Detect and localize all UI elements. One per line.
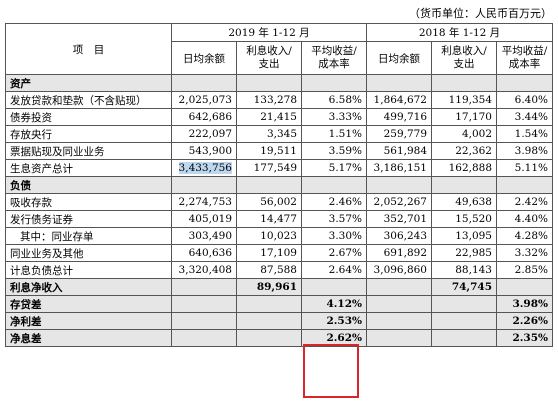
spread-row: 净利差 2.53% 2.26% <box>5 312 553 330</box>
table-row: 票据贴现及同业业务 543,900 19,511 3.59% 561,984 2… <box>5 142 553 160</box>
table-row: 其中：同业存单 303,490 10,023 3.30% 306,243 13,… <box>5 227 553 245</box>
section-assets-label: 资产 <box>5 74 172 92</box>
table-row: 债券投资 642,686 21,415 3.33% 499,716 17,170… <box>5 108 553 126</box>
row-label: 发行债务证券 <box>5 210 172 228</box>
spread-row: 存贷差 4.12% 3.98% <box>5 295 553 313</box>
net-interest-income-row: 利息净收入 89,961 74,745 <box>5 278 553 296</box>
table-row: 同业业务及其他 640,636 17,109 2.67% 691,892 22,… <box>5 244 553 262</box>
row-label: 净息差 <box>5 329 172 347</box>
selected-text[interactable]: 3,433,756 <box>178 162 232 174</box>
col-interest-2018: 利息收入/支出 <box>431 41 497 75</box>
section-liabilities-label: 负债 <box>5 176 172 194</box>
col-interest-2019: 利息收入/支出 <box>236 41 302 75</box>
table-row: 吸收存款 2,274,753 56,002 2.46% 2,052,267 49… <box>5 193 553 211</box>
row-label: 债券投资 <box>5 108 172 126</box>
net-interest-table: 项 目 2019 年 1-12 月 2018 年 1-12 月 日均余额 利息收… <box>5 23 553 347</box>
row-label: 同业业务及其他 <box>5 244 172 262</box>
col-avg-balance-2019: 日均余额 <box>171 41 237 75</box>
row-label: 其中：同业存单 <box>5 227 172 245</box>
header-period-2018: 2018 年 1-12 月 <box>366 23 553 42</box>
header-period-row: 项 目 2019 年 1-12 月 2018 年 1-12 月 <box>5 23 553 75</box>
col-avg-balance-2018: 日均余额 <box>366 41 432 75</box>
header-item-label: 项 目 <box>5 23 172 75</box>
row-label: 存放央行 <box>5 125 172 143</box>
row-label: 计息负债总计 <box>5 261 172 279</box>
header-columns-row: 日均余额 利息收入/支出 平均收益/成本率 日均余额 利息收入/支出 平均收益/… <box>6 41 553 75</box>
row-label: 存贷差 <box>5 295 172 313</box>
section-assets-row: 资产 <box>5 74 553 92</box>
table-row: 发放贷款和垫款（不含贴现） 2,025,073 133,278 6.58% 1,… <box>5 91 553 109</box>
header-period-2019: 2019 年 1-12 月 <box>171 23 367 42</box>
currency-unit-note: （货币单位：人民币百万元） <box>409 7 552 20</box>
row-label: 票据贴现及同业业务 <box>5 142 172 160</box>
table-row: 发行债务证券 405,019 14,477 3.57% 352,701 15,5… <box>5 210 553 228</box>
col-rate-2019: 平均收益/成本率 <box>301 41 367 75</box>
row-label: 利息净收入 <box>5 278 172 296</box>
col-rate-2018: 平均收益/成本率 <box>496 41 553 75</box>
spread-row: 净息差 2.62% 2.35% <box>5 329 553 347</box>
row-label: 净利差 <box>5 312 172 330</box>
row-label: 吸收存款 <box>5 193 172 211</box>
row-label: 生息资产总计 <box>5 159 172 177</box>
section-liabilities-row: 负债 <box>5 176 553 194</box>
highlight-box <box>303 344 359 398</box>
table-row: 计息负债总计 3,320,408 87,588 2.64% 3,096,860 … <box>5 261 553 279</box>
row-label: 发放贷款和垫款（不含贴现） <box>5 91 172 109</box>
table-row: 存放央行 222,097 3,345 1.51% 259,779 4,002 1… <box>5 125 553 143</box>
table-row: 生息资产总计 3,433,756 177,549 5.17% 3,186,151… <box>5 159 553 177</box>
